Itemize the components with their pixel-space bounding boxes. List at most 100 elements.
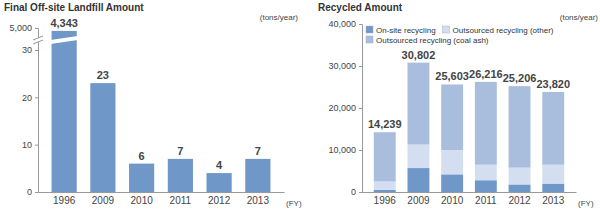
y-tick-label: 0 bbox=[351, 187, 356, 197]
x-tick: 2011 bbox=[170, 195, 192, 206]
bar-segment bbox=[542, 165, 564, 184]
y-tick-mark bbox=[35, 50, 38, 51]
y-axis-break-line bbox=[33, 40, 43, 44]
x-tick-label: 2009 bbox=[407, 195, 430, 206]
y-tick: 30 bbox=[22, 45, 38, 55]
y-tick: 20,000 bbox=[328, 103, 362, 113]
x-tick-label: 2011 bbox=[475, 195, 497, 206]
y-tick: 10 bbox=[22, 140, 38, 150]
x-tick: 2009 bbox=[407, 195, 430, 206]
bar bbox=[207, 173, 232, 192]
y-tick-label: 20 bbox=[22, 93, 32, 103]
data-labels: 4,343 23 6 7 4 7 bbox=[50, 17, 261, 171]
x-axis-unit: (FY) bbox=[286, 199, 302, 208]
y-axis-break-line bbox=[33, 36, 43, 40]
total-label: 23,820 bbox=[536, 78, 570, 90]
y-axis-unit: (tons/year) bbox=[260, 13, 299, 22]
y-tick-mark bbox=[359, 150, 362, 151]
y-tick-label: 20,000 bbox=[328, 103, 356, 113]
y-tick-label: 10,000 bbox=[328, 145, 356, 155]
bar-segment bbox=[441, 150, 463, 174]
data-label: 7 bbox=[255, 145, 261, 157]
x-tick: 2010 bbox=[441, 195, 464, 206]
legend-label: Outsourced recycling (coal ash) bbox=[376, 36, 489, 45]
legend-swatch bbox=[366, 36, 373, 43]
y-axis-break-gap bbox=[33, 36, 43, 44]
y-tick: 40,000 bbox=[328, 19, 362, 29]
x-tick-label: 2013 bbox=[542, 195, 565, 206]
chart-canvas: Final Off-site Landfill Amount (tons/year… bbox=[0, 0, 600, 212]
legend-label: Outsourced recycling (other) bbox=[453, 26, 554, 35]
y-axis-break bbox=[33, 36, 43, 44]
bar bbox=[245, 159, 270, 192]
total-label: 30,802 bbox=[402, 49, 436, 61]
chart-panel: Final Off-site Landfill Amount (tons/year… bbox=[4, 2, 302, 208]
y-tick-mark bbox=[359, 108, 362, 109]
bar-segment bbox=[542, 184, 564, 192]
data-label: 23 bbox=[97, 69, 109, 81]
y-tick-label: 5,000 bbox=[9, 23, 32, 33]
data-label: 4,343 bbox=[50, 17, 78, 29]
x-tick-label: 1996 bbox=[374, 195, 397, 206]
x-axis: 1996 2009 2010 2011 2012 2013 bbox=[363, 193, 577, 207]
x-tick-label: 1996 bbox=[53, 195, 76, 206]
axis-break bbox=[51, 36, 78, 44]
y-tick-mark bbox=[35, 28, 38, 29]
bar-segment bbox=[441, 84, 463, 150]
data-label: 7 bbox=[177, 145, 183, 157]
total-label: 14,239 bbox=[368, 118, 402, 130]
chart-title: Final Off-site Landfill Amount bbox=[4, 2, 144, 13]
legend-item: Outsourced recycling (other) bbox=[443, 26, 554, 35]
bar-break bbox=[51, 36, 78, 44]
x-tick-label: 2010 bbox=[441, 195, 464, 206]
y-tick: 30,000 bbox=[328, 61, 362, 71]
bar-segment bbox=[475, 82, 497, 165]
chart-title: Recycled Amount bbox=[318, 2, 403, 13]
legend-item: Outsourced recycling (coal ash) bbox=[366, 36, 489, 45]
x-axis-line bbox=[363, 192, 577, 193]
legend: On-site recycling Outsourced recycling (o… bbox=[366, 26, 554, 45]
y-tick-mark bbox=[359, 66, 362, 67]
bar bbox=[52, 31, 77, 192]
y-tick-label: 30,000 bbox=[328, 61, 356, 71]
plot-area bbox=[52, 31, 271, 192]
y-axis: 0 10,000 20,000 30,000 40,000 bbox=[328, 19, 362, 197]
bar-segment bbox=[407, 168, 429, 192]
total-label: 26,216 bbox=[469, 68, 503, 80]
x-tick-label: 2010 bbox=[131, 195, 154, 206]
bar-segment bbox=[441, 174, 463, 192]
data-label: 4 bbox=[216, 159, 223, 171]
data-labels: 14,23930,80225,60326,21625,20623,820 bbox=[368, 49, 570, 131]
y-axis-line bbox=[359, 25, 363, 193]
x-axis: 199620092010201120122013 bbox=[39, 193, 285, 207]
x-tick: 2012 bbox=[208, 195, 231, 206]
y-tick-label: 40,000 bbox=[328, 19, 356, 29]
bar-segment bbox=[374, 182, 396, 190]
legend-swatch bbox=[443, 26, 450, 33]
data-label: 6 bbox=[139, 150, 145, 162]
y-axis: 0 10 20 30 5,000 bbox=[9, 23, 38, 197]
y-tick-label: 30 bbox=[22, 45, 32, 55]
x-tick: 2010 bbox=[131, 195, 154, 206]
x-tick: 2013 bbox=[542, 195, 565, 206]
x-tick-label: 2009 bbox=[92, 195, 115, 206]
x-axis-line bbox=[39, 192, 285, 193]
bar-segment bbox=[374, 132, 396, 181]
bar-segment bbox=[509, 86, 531, 168]
legend-label: On-site recycling bbox=[376, 26, 436, 35]
bar-segment bbox=[509, 184, 531, 192]
y-tick-mark bbox=[35, 192, 38, 193]
y-tick-mark bbox=[359, 24, 362, 25]
legend-item: On-site recycling bbox=[366, 26, 436, 35]
y-tick-label: 0 bbox=[27, 187, 32, 197]
x-tick-label: 2012 bbox=[508, 195, 531, 206]
bar-segment bbox=[509, 168, 531, 185]
bar bbox=[168, 159, 193, 192]
x-tick: 1996 bbox=[374, 195, 397, 206]
x-tick: 2012 bbox=[508, 195, 531, 206]
x-tick-label: 2012 bbox=[208, 195, 231, 206]
y-tick-mark bbox=[35, 97, 38, 98]
total-label: 25,603 bbox=[435, 70, 469, 82]
chart-panel: Recycled Amount(tons/year)(FY)010,00020,… bbox=[318, 2, 598, 208]
bar bbox=[129, 164, 154, 192]
